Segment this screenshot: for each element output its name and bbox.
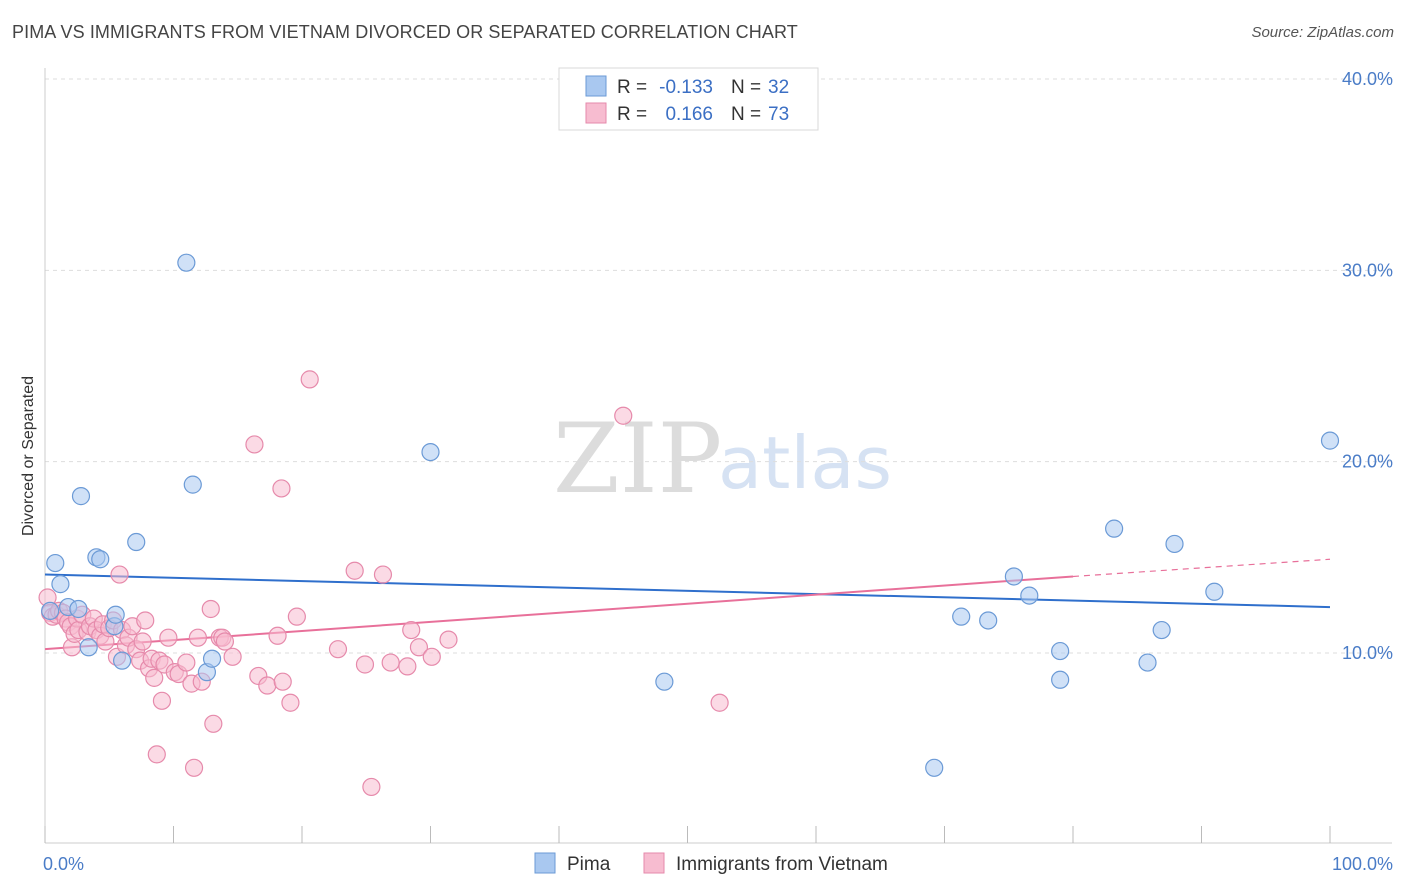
trend-line-pima [44, 573, 1331, 609]
point-vietnam-64 [345, 561, 364, 580]
legend-swatch-pima [585, 75, 607, 97]
point-vietnam-56 [258, 676, 277, 695]
chart-source: Source: ZipAtlas.com [1251, 24, 1394, 41]
point-vietnam-62 [300, 370, 319, 389]
point-vietnam-65 [355, 655, 375, 674]
legend-r-value-pima: -0.133 [659, 77, 713, 98]
legend-n-label-pima: N = [731, 77, 761, 98]
point-pima-16 [202, 649, 222, 668]
point-vietnam-40 [159, 628, 178, 647]
legend-swatch-vietnam [585, 102, 607, 124]
x-tick-label-0: 0.0% [43, 854, 84, 874]
point-vietnam-49 [204, 714, 223, 733]
point-pima-30 [1205, 582, 1224, 601]
point-pima-23 [1020, 586, 1039, 605]
y-axis-label: Divorced or Separated [20, 376, 37, 536]
watermark-atlas: atlas [718, 421, 892, 505]
point-pima-25 [1051, 670, 1070, 689]
point-vietnam-70 [402, 620, 421, 640]
point-pima-4 [69, 599, 88, 619]
trend-lines [44, 558, 1331, 651]
y-tick-label-30: 30.0% [1342, 260, 1393, 280]
point-vietnam-60 [281, 693, 300, 712]
point-pima-27 [1138, 653, 1157, 672]
legend-n-value-pima: 32 [768, 77, 789, 98]
watermark-zip: ZIP [553, 403, 722, 515]
point-vietnam-48 [201, 599, 220, 619]
point-pima-5 [71, 487, 91, 506]
legend-n-label-vietnam: N = [731, 104, 761, 125]
bottom-legend-swatch-pima [534, 852, 556, 874]
trend-line-vietnam-extension [1072, 558, 1331, 578]
point-vietnam-46 [188, 628, 208, 647]
legend-top: R = -0.133 N = 32 R = 0.166 N = 73 [558, 67, 819, 131]
point-pima-19 [925, 758, 944, 777]
point-pima-17 [421, 443, 440, 462]
point-vietnam-66 [362, 777, 381, 797]
point-vietnam-43 [177, 653, 196, 672]
point-pima-20 [952, 607, 971, 626]
point-pima-13 [177, 253, 196, 272]
bottom-legend-label-vietnam: Immigrants from Vietnam [676, 854, 888, 875]
chart-title: PIMA VS IMMIGRANTS FROM VIETNAM DIVORCED… [12, 22, 798, 42]
point-vietnam-58 [272, 479, 291, 498]
point-vietnam-52 [215, 632, 234, 651]
point-vietnam-24 [110, 565, 129, 584]
point-vietnam-75 [710, 693, 729, 712]
y-tick-label-40: 40.0% [1342, 69, 1393, 89]
point-pima-26 [1105, 519, 1124, 538]
point-pima-12 [127, 532, 146, 552]
point-pima-28 [1152, 620, 1171, 640]
legend-r-value-vietnam: 0.166 [665, 104, 713, 125]
point-vietnam-69 [398, 657, 417, 676]
point-pima-11 [112, 651, 132, 670]
legend-bottom: Pima Immigrants from Vietnam [534, 852, 888, 875]
data-points [38, 253, 1340, 797]
grid-lines [45, 78, 1392, 654]
point-pima-22 [1004, 567, 1023, 586]
bottom-legend-swatch-vietnam [643, 852, 665, 874]
point-pima-18 [655, 672, 674, 691]
legend-r-label-vietnam: R = [617, 104, 647, 125]
point-vietnam-63 [328, 640, 348, 659]
point-pima-10 [106, 605, 125, 624]
legend-r-label-pima: R = [617, 77, 647, 98]
point-vietnam-38 [152, 691, 172, 710]
point-vietnam-68 [381, 653, 400, 672]
point-vietnam-35 [145, 668, 164, 687]
point-vietnam-71 [409, 638, 429, 657]
point-vietnam-61 [287, 607, 306, 626]
point-pima-29 [1165, 534, 1184, 554]
point-vietnam-36 [147, 745, 166, 764]
point-vietnam-45 [184, 758, 204, 777]
point-vietnam-54 [245, 435, 264, 454]
y-tick-label-20: 20.0% [1342, 452, 1393, 472]
point-pima-14 [183, 475, 202, 494]
point-vietnam-57 [268, 626, 287, 645]
point-vietnam-73 [439, 630, 458, 649]
point-pima-24 [1051, 641, 1070, 661]
point-pima-8 [91, 550, 110, 569]
point-pima-21 [979, 611, 998, 630]
point-pima-1 [46, 553, 65, 573]
legend-n-value-vietnam: 73 [768, 104, 789, 125]
point-vietnam-53 [223, 647, 242, 666]
point-vietnam-32 [136, 611, 155, 630]
point-pima-6 [79, 638, 98, 657]
point-pima-0 [41, 601, 60, 621]
point-vietnam-31 [133, 632, 152, 651]
point-vietnam-59 [273, 672, 292, 691]
point-pima-31 [1320, 431, 1340, 450]
watermark: ZIP atlas [553, 403, 892, 515]
point-vietnam-67 [373, 565, 393, 584]
y-tick-label-10: 10.0% [1342, 643, 1393, 663]
point-pima-2 [51, 575, 70, 594]
x-tick-label-100: 100.0% [1332, 854, 1393, 874]
point-vietnam-74 [614, 406, 633, 425]
bottom-legend-label-pima: Pima [567, 854, 611, 875]
axes: 10.0% 20.0% 30.0% 40.0% 0.0% 100.0% [43, 68, 1393, 874]
point-vietnam-72 [422, 647, 441, 666]
